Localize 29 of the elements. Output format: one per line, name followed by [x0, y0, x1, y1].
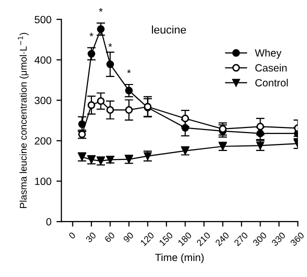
y-tick-label: 300 — [34, 96, 52, 104]
x-tick-label: 0 — [68, 232, 76, 240]
x-tick-label: 150 — [158, 232, 174, 246]
annotation: * — [90, 32, 94, 36]
x-tick-label: 180 — [178, 232, 192, 246]
y-tick-label: 200 — [34, 137, 52, 145]
legend-label: Control — [255, 78, 288, 86]
x-tick-label: 240 — [214, 232, 230, 246]
x-tick-label: 300 — [252, 232, 268, 246]
y-tick-label: 400 — [34, 56, 52, 64]
x-tick-label: 270 — [234, 232, 248, 246]
x-tick-label: 210 — [196, 232, 211, 246]
y-tick-label: 0 — [46, 218, 52, 226]
x-tick-label: 60 — [104, 232, 116, 243]
legend-label: Whey — [254, 48, 282, 59]
x-tick-label: 90 — [122, 232, 134, 243]
y-tick-label: 500 — [34, 16, 52, 24]
x-tick-label: 360 — [290, 232, 305, 246]
annotation: * — [108, 43, 112, 47]
annotation: * — [98, 8, 103, 12]
x-axis-title: Time (min) — [155, 253, 204, 264]
x-tick-label: 330 — [271, 232, 286, 246]
y-axis-title: Plasma leucine concentration (μmol·L$^{−1}$) — [18, 32, 29, 208]
y-tick-label: 100 — [35, 178, 52, 186]
legend-label: Casein — [255, 64, 287, 72]
x-tick-label: 30 — [85, 232, 96, 243]
x-tick-label: 120 — [140, 232, 154, 246]
annotation: leucine — [152, 25, 186, 34]
annotation: * — [127, 70, 131, 74]
